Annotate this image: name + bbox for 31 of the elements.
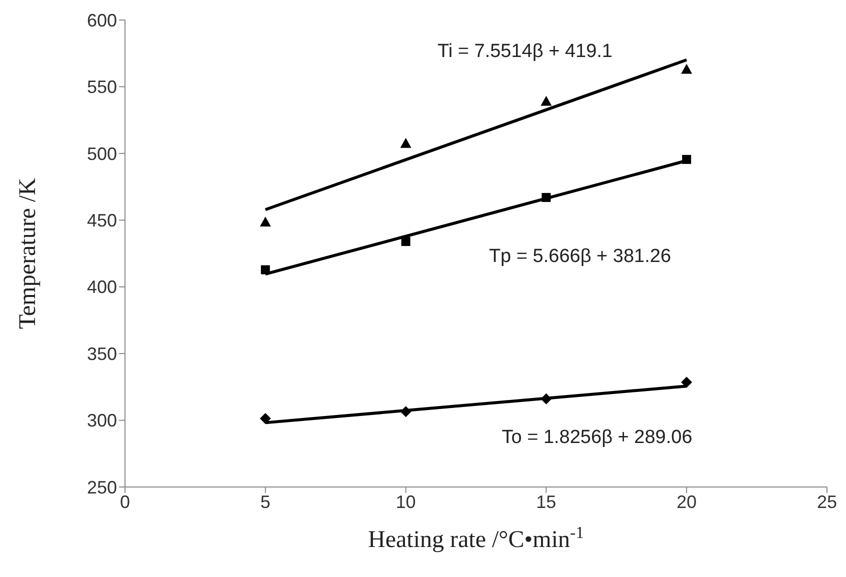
annotation: Tp = 5.666β + 381.26 xyxy=(488,246,672,267)
point xyxy=(540,96,552,106)
y-tick-label: 450 xyxy=(86,210,117,231)
y-tick-label: 250 xyxy=(86,477,117,498)
point xyxy=(400,138,412,148)
y-tick-label: 600 xyxy=(86,10,117,30)
point xyxy=(681,64,692,74)
y-tick-label: 400 xyxy=(86,277,117,298)
annotation: To = 1.8256β + 289.06 xyxy=(502,427,692,448)
x-tick-label: 20 xyxy=(676,492,697,512)
point xyxy=(681,376,692,388)
point xyxy=(260,216,271,227)
y-tick-label: 350 xyxy=(86,344,117,364)
y-tick-label: 300 xyxy=(86,410,117,431)
x-tick-label: 0 xyxy=(120,492,130,512)
point xyxy=(682,154,692,164)
y-tick-label: 550 xyxy=(86,77,117,98)
x-tick-label: 10 xyxy=(396,492,416,512)
point xyxy=(401,236,410,246)
y-axis-title: Temperature /K xyxy=(15,177,41,329)
x-axis-title: Heating rate /°C•min$^{-1}$ xyxy=(368,522,584,553)
point xyxy=(540,393,552,404)
y-tick-label: 500 xyxy=(86,144,117,164)
annotation: Ti = 7.5514β + 419.1 xyxy=(437,41,613,62)
point xyxy=(260,413,271,424)
point xyxy=(542,192,551,202)
x-tick-label: 5 xyxy=(260,492,270,512)
x-tick-label: 25 xyxy=(816,492,838,512)
x-tick-label: 15 xyxy=(536,492,556,512)
point xyxy=(400,406,412,418)
point xyxy=(260,265,270,274)
